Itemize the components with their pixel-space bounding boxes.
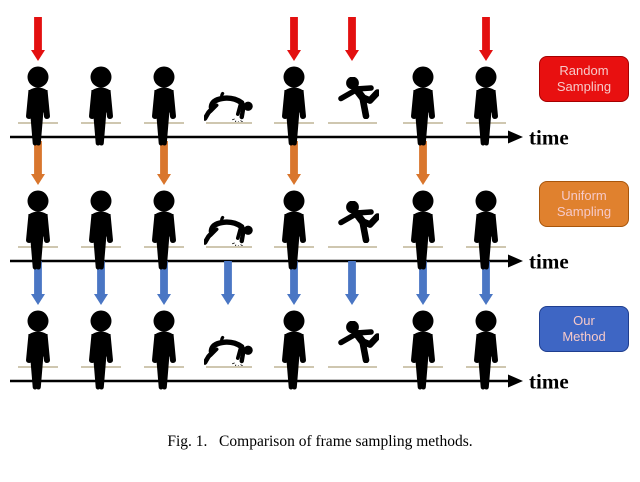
svg-text:time: time	[529, 250, 569, 274]
svg-text:time: time	[529, 126, 569, 150]
svg-text:time: time	[529, 370, 569, 394]
